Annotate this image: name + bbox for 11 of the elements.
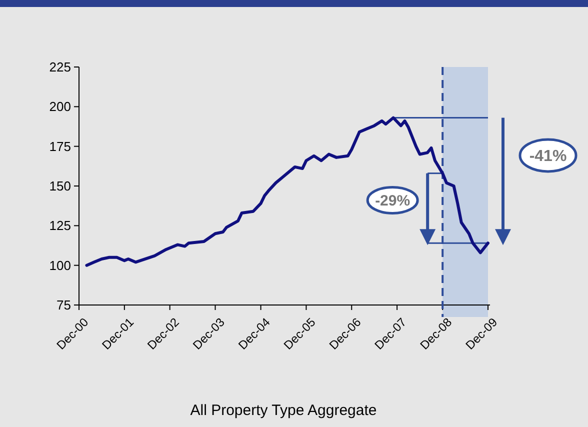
- x-axis-title: All Property Type Aggregate: [190, 402, 377, 419]
- text: -41%: [529, 148, 567, 166]
- y-tick-label: 200: [49, 99, 71, 114]
- y-tick-label: 100: [49, 258, 71, 273]
- y-tick-label: 125: [49, 218, 71, 234]
- annotation: -29%: [375, 192, 410, 210]
- y-tick-label: 175: [49, 138, 71, 154]
- y-tick-label: 150: [49, 178, 71, 194]
- y-tick-label: 75: [56, 298, 71, 313]
- y-tick-label: 225: [49, 60, 71, 75]
- line-series: [85, 116, 490, 267]
